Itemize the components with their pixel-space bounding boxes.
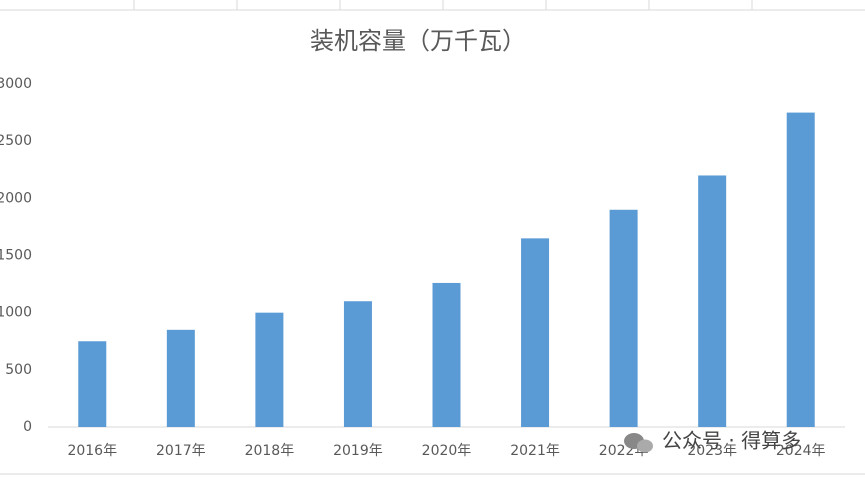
x-tick-label: 2021年: [510, 443, 560, 459]
bar: [255, 312, 284, 427]
y-tick-label: 500: [5, 362, 32, 378]
y-tick-label: 3000: [0, 76, 32, 92]
y-tick-label: 1500: [0, 248, 32, 264]
x-tick-label: 2023年: [687, 443, 737, 459]
plot: 0 500 1000 1500 2000 2500 3000 2016年 2017年 2018年 2…: [0, 76, 826, 459]
bar: [432, 282, 461, 427]
x-tick-label: 2020年: [422, 443, 472, 459]
y-tick-label: 0: [23, 419, 32, 435]
y-tick-label: 1000: [0, 305, 32, 321]
y-tick-label: 2500: [0, 133, 32, 149]
x-tick-label: 2024年: [776, 443, 826, 459]
bar: [343, 301, 372, 427]
x-tick-label: 2018年: [245, 443, 295, 459]
bar: [166, 329, 195, 427]
bar: [698, 175, 727, 427]
x-tick-label: 2016年: [67, 443, 117, 459]
bar: [786, 112, 815, 427]
watermark-icon: [624, 433, 653, 453]
x-tick-label: 2017年: [156, 443, 206, 459]
y-tick-label: 2000: [0, 190, 32, 206]
chart-title: 装机容量（万千瓦）: [310, 27, 526, 55]
watermark: 公众号 · 得算多: [662, 429, 801, 453]
bar: [609, 209, 638, 427]
x-tick-label: 2019年: [333, 443, 383, 459]
bar: [521, 238, 550, 427]
bar: [78, 341, 107, 427]
